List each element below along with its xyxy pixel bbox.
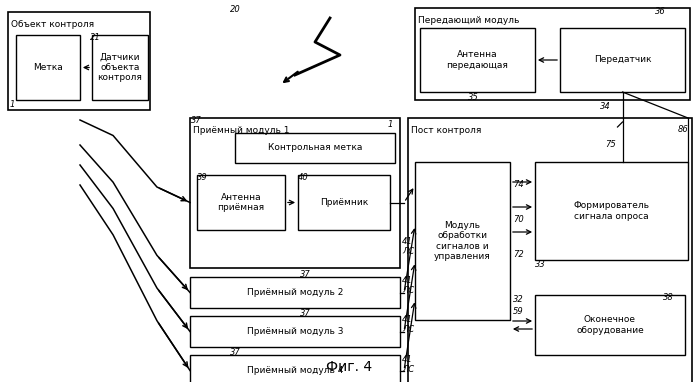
Bar [535, 162, 688, 260]
Text: Приёмный модуль 3: Приёмный модуль 3 [247, 327, 343, 336]
Text: Приёмный модуль 4: Приёмный модуль 4 [247, 366, 343, 375]
Text: 37: 37 [191, 116, 202, 125]
Text: 41: 41 [402, 237, 412, 246]
Text: ЛС: ЛС [402, 286, 414, 295]
Text: Формирователь
сигнала опроса: Формирователь сигнала опроса [573, 201, 649, 221]
Bar [235, 133, 395, 163]
Bar [197, 175, 285, 230]
Bar [8, 12, 150, 110]
Bar [415, 8, 690, 100]
Text: Контрольная метка: Контрольная метка [268, 144, 362, 152]
Text: Антенна
приёмная: Антенна приёмная [217, 193, 264, 212]
Text: 34: 34 [600, 102, 611, 111]
Text: 40: 40 [298, 173, 309, 182]
Text: Датчики
объекта
контроля: Датчики объекта контроля [98, 53, 143, 83]
Text: 32: 32 [513, 295, 524, 304]
Bar [415, 162, 510, 320]
Text: 74: 74 [513, 180, 524, 189]
Bar [408, 118, 692, 382]
Bar [560, 28, 685, 92]
Text: 36: 36 [655, 7, 665, 16]
Text: 20: 20 [230, 5, 240, 14]
Text: Метка: Метка [33, 63, 63, 72]
Text: Модуль
обработки
сигналов и
управления: Модуль обработки сигналов и управления [434, 221, 491, 261]
Bar [535, 295, 685, 355]
Bar [298, 175, 390, 230]
Text: ЛС: ЛС [402, 247, 414, 256]
Text: ЛС: ЛС [402, 325, 414, 334]
Text: ЛС: ЛС [402, 365, 414, 374]
Text: Передатчик: Передатчик [593, 55, 651, 65]
Bar [190, 277, 400, 308]
Text: 59: 59 [513, 307, 524, 316]
Text: 37: 37 [230, 348, 240, 357]
Text: 37: 37 [300, 270, 311, 279]
Text: 86: 86 [678, 125, 689, 134]
Text: 33: 33 [535, 260, 546, 269]
Bar [190, 316, 400, 347]
Text: Приёмник: Приёмник [320, 198, 368, 207]
Text: 75: 75 [605, 140, 616, 149]
Text: Приёмный модуль 1: Приёмный модуль 1 [193, 126, 289, 135]
Text: Объект контроля: Объект контроля [11, 20, 94, 29]
Text: Антенна
передающая: Антенна передающая [447, 50, 508, 70]
Text: 38: 38 [663, 293, 674, 302]
Text: Фиг. 4: Фиг. 4 [326, 360, 373, 374]
Text: Оконечное
оборудование: Оконечное оборудование [576, 315, 644, 335]
Text: 41: 41 [402, 315, 412, 324]
Text: 1: 1 [10, 100, 15, 109]
Text: 1: 1 [388, 120, 394, 129]
Bar [92, 35, 148, 100]
Text: Пост контроля: Пост контроля [411, 126, 482, 135]
Text: 35: 35 [468, 93, 479, 102]
Bar [190, 118, 400, 268]
Text: 41: 41 [402, 276, 412, 285]
Text: 21: 21 [90, 33, 101, 42]
Text: Передающий модуль: Передающий модуль [418, 16, 519, 25]
Bar [190, 355, 400, 382]
Bar [16, 35, 80, 100]
Text: 70: 70 [513, 215, 524, 224]
Text: 41: 41 [402, 355, 412, 364]
Text: Приёмный модуль 2: Приёмный модуль 2 [247, 288, 343, 297]
Text: 39: 39 [197, 173, 208, 182]
Bar [420, 28, 535, 92]
Text: 72: 72 [513, 250, 524, 259]
Text: 37: 37 [300, 309, 311, 318]
